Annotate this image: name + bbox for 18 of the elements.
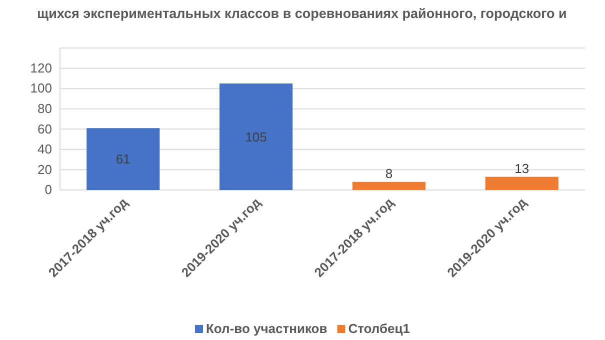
legend-label: Кол-во участников [206,321,328,336]
y-tick-label: 80 [38,101,52,116]
data-label: 61 [116,152,130,167]
y-tick-label: 20 [38,162,52,177]
y-tick-label: 100 [30,80,52,96]
y-tick-label: 60 [38,121,52,136]
bar [485,176,558,190]
bar [219,84,293,190]
data-label: 105 [245,129,267,144]
bar [86,128,160,190]
y-tick-label: 40 [38,142,52,157]
bar [352,182,426,190]
y-tick-label: 120 [30,60,52,76]
data-label: 13 [514,160,530,176]
y-tick-label: 0 [44,182,52,198]
chart-title: щихся экспериментальных классов в соревнованиях районного, городского и [37,6,567,21]
legend-label: Столбец1 [348,321,410,336]
data-label: 8 [385,166,393,181]
